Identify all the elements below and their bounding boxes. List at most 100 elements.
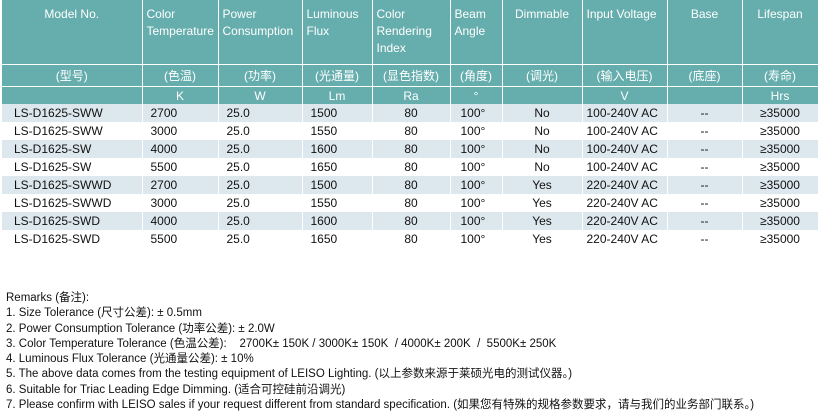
- unit-cell: [502, 86, 583, 104]
- data-cell: --: [667, 140, 743, 158]
- data-cell: 100°: [450, 104, 503, 122]
- data-cell: 80: [372, 194, 451, 212]
- data-cell: 25.0: [218, 230, 303, 248]
- unit-cell: K: [142, 86, 219, 104]
- data-cell: 25.0: [218, 176, 303, 194]
- unit-cell: Ra: [372, 86, 451, 104]
- header-row: Model No. Color Temperature Power Consumpt…: [2, 0, 819, 65]
- data-cell: 80: [372, 158, 451, 176]
- data-cell: Yes: [502, 194, 583, 212]
- data-cell: --: [667, 230, 743, 248]
- data-cell: 1650: [302, 158, 373, 176]
- chinese-cell: (型号): [2, 64, 143, 87]
- data-cell: LS-D1625-SWW: [2, 104, 143, 122]
- chinese-cell: (色温): [142, 64, 219, 87]
- remark-item: 5. The above data comes from the testing…: [6, 368, 573, 381]
- chinese-row: (型号) (色温) (功率) (光通量) (显色指数) (角度) (调光) (输入电压) (底座…: [2, 64, 819, 87]
- remark-item: 3. Color Temperature Tolerance (色温公差): 2…: [6, 337, 557, 350]
- data-cell: No: [502, 158, 583, 176]
- data-cell: ≥35000: [742, 104, 819, 122]
- unit-cell: V: [582, 86, 668, 104]
- data-cell: 4000: [142, 140, 219, 158]
- header-cell: Input Voltage: [582, 0, 668, 65]
- data-cell: 1650: [302, 230, 373, 248]
- data-cell: 100°: [450, 158, 503, 176]
- header-cell: Base: [667, 0, 743, 65]
- data-cell: LS-D1625-SWD: [2, 212, 143, 230]
- chinese-cell: (寿命): [742, 64, 819, 87]
- data-cell: LS-D1625-SWWD: [2, 194, 143, 212]
- unit-cell: [667, 86, 743, 104]
- unit-cell: W: [218, 86, 303, 104]
- data-cell: --: [667, 212, 743, 230]
- data-cell: No: [502, 140, 583, 158]
- data-cell: LS-D1625-SWW: [2, 122, 143, 140]
- data-cell: --: [667, 176, 743, 194]
- data-cell: 100-240V AC: [582, 104, 668, 122]
- data-row: LS-D1625-SWD 4000 25.0 1600 80 100° Yes 220-240…: [2, 212, 819, 230]
- remark-item: 7. Please confirm with LEISO sales if yo…: [6, 399, 755, 412]
- data-cell: 220-240V AC: [582, 212, 668, 230]
- chinese-cell: (调光): [502, 64, 583, 87]
- remarks: Remarks (备注): 1. Size Tolerance (尺寸公差): ±…: [6, 291, 754, 413]
- unit-cell: [2, 86, 143, 104]
- data-cell: ≥35000: [742, 140, 819, 158]
- data-cell: ≥35000: [742, 176, 819, 194]
- unit-cell: Hrs: [742, 86, 819, 104]
- remarks-title: Remarks (备注):: [6, 292, 90, 304]
- header-cell: Beam Angle: [450, 0, 503, 65]
- data-cell: 100°: [450, 122, 503, 140]
- chinese-cell: (底座): [667, 64, 743, 87]
- remark-item: 2. Power Consumption Tolerance (功率公差): ±…: [6, 322, 275, 335]
- data-cell: 220-240V AC: [582, 230, 668, 248]
- data-cell: ≥35000: [742, 122, 819, 140]
- data-cell: --: [667, 122, 743, 140]
- data-cell: 100°: [450, 212, 503, 230]
- data-row: LS-D1625-SWWD 2700 25.0 1500 80 100° Yes 220-24…: [2, 176, 819, 194]
- remark-item: 6. Suitable for Triac Leading Edge Dimmi…: [6, 383, 346, 396]
- data-cell: 5500: [142, 230, 219, 248]
- unit-row: K W Lm Ra ° V Hrs: [2, 86, 819, 104]
- data-cell: ≥35000: [742, 230, 819, 248]
- data-cell: 1600: [302, 140, 373, 158]
- data-cell: 100°: [450, 176, 503, 194]
- data-cell: 100-240V AC: [582, 122, 668, 140]
- data-cell: --: [667, 158, 743, 176]
- data-cell: 1500: [302, 176, 373, 194]
- data-cell: 100-240V AC: [582, 140, 668, 158]
- data-cell: 3000: [142, 122, 219, 140]
- data-cell: ≥35000: [742, 194, 819, 212]
- data-row: LS-D1625-SWD 5500 25.0 1650 80 100° Yes 220-240…: [2, 230, 819, 248]
- data-cell: 2700: [142, 104, 219, 122]
- data-cell: No: [502, 104, 583, 122]
- data-cell: 25.0: [218, 104, 303, 122]
- data-cell: --: [667, 194, 743, 212]
- data-cell: 100°: [450, 140, 503, 158]
- header-cell: Power Consumption: [218, 0, 303, 65]
- data-cell: 25.0: [218, 158, 303, 176]
- data-cell: --: [667, 104, 743, 122]
- data-cell: LS-D1625-SW: [2, 158, 143, 176]
- header-cell: Lifespan: [742, 0, 819, 65]
- chinese-cell: (功率): [218, 64, 303, 87]
- unit-cell: °: [450, 86, 503, 104]
- data-cell: 100°: [450, 230, 503, 248]
- chinese-cell: (输入电压): [582, 64, 668, 87]
- header-cell: Model No.: [2, 0, 143, 65]
- data-cell: 3000: [142, 194, 219, 212]
- spec-table: Model No. Color Temperature Power Consumpt…: [2, 0, 819, 248]
- header-cell: Dimmable: [502, 0, 583, 65]
- data-row: LS-D1625-SWWD 3000 25.0 1550 80 100° Yes 220-24…: [2, 194, 819, 212]
- data-cell: 25.0: [218, 122, 303, 140]
- data-cell: 1550: [302, 194, 373, 212]
- data-cell: ≥35000: [742, 212, 819, 230]
- data-cell: 25.0: [218, 212, 303, 230]
- data-cell: LS-D1625-SWD: [2, 230, 143, 248]
- chinese-cell: (角度): [450, 64, 503, 87]
- data-cell: 80: [372, 140, 451, 158]
- data-cell: 80: [372, 212, 451, 230]
- data-cell: Yes: [502, 230, 583, 248]
- header-cell: Luminous Flux: [302, 0, 373, 65]
- unit-cell: Lm: [302, 86, 373, 104]
